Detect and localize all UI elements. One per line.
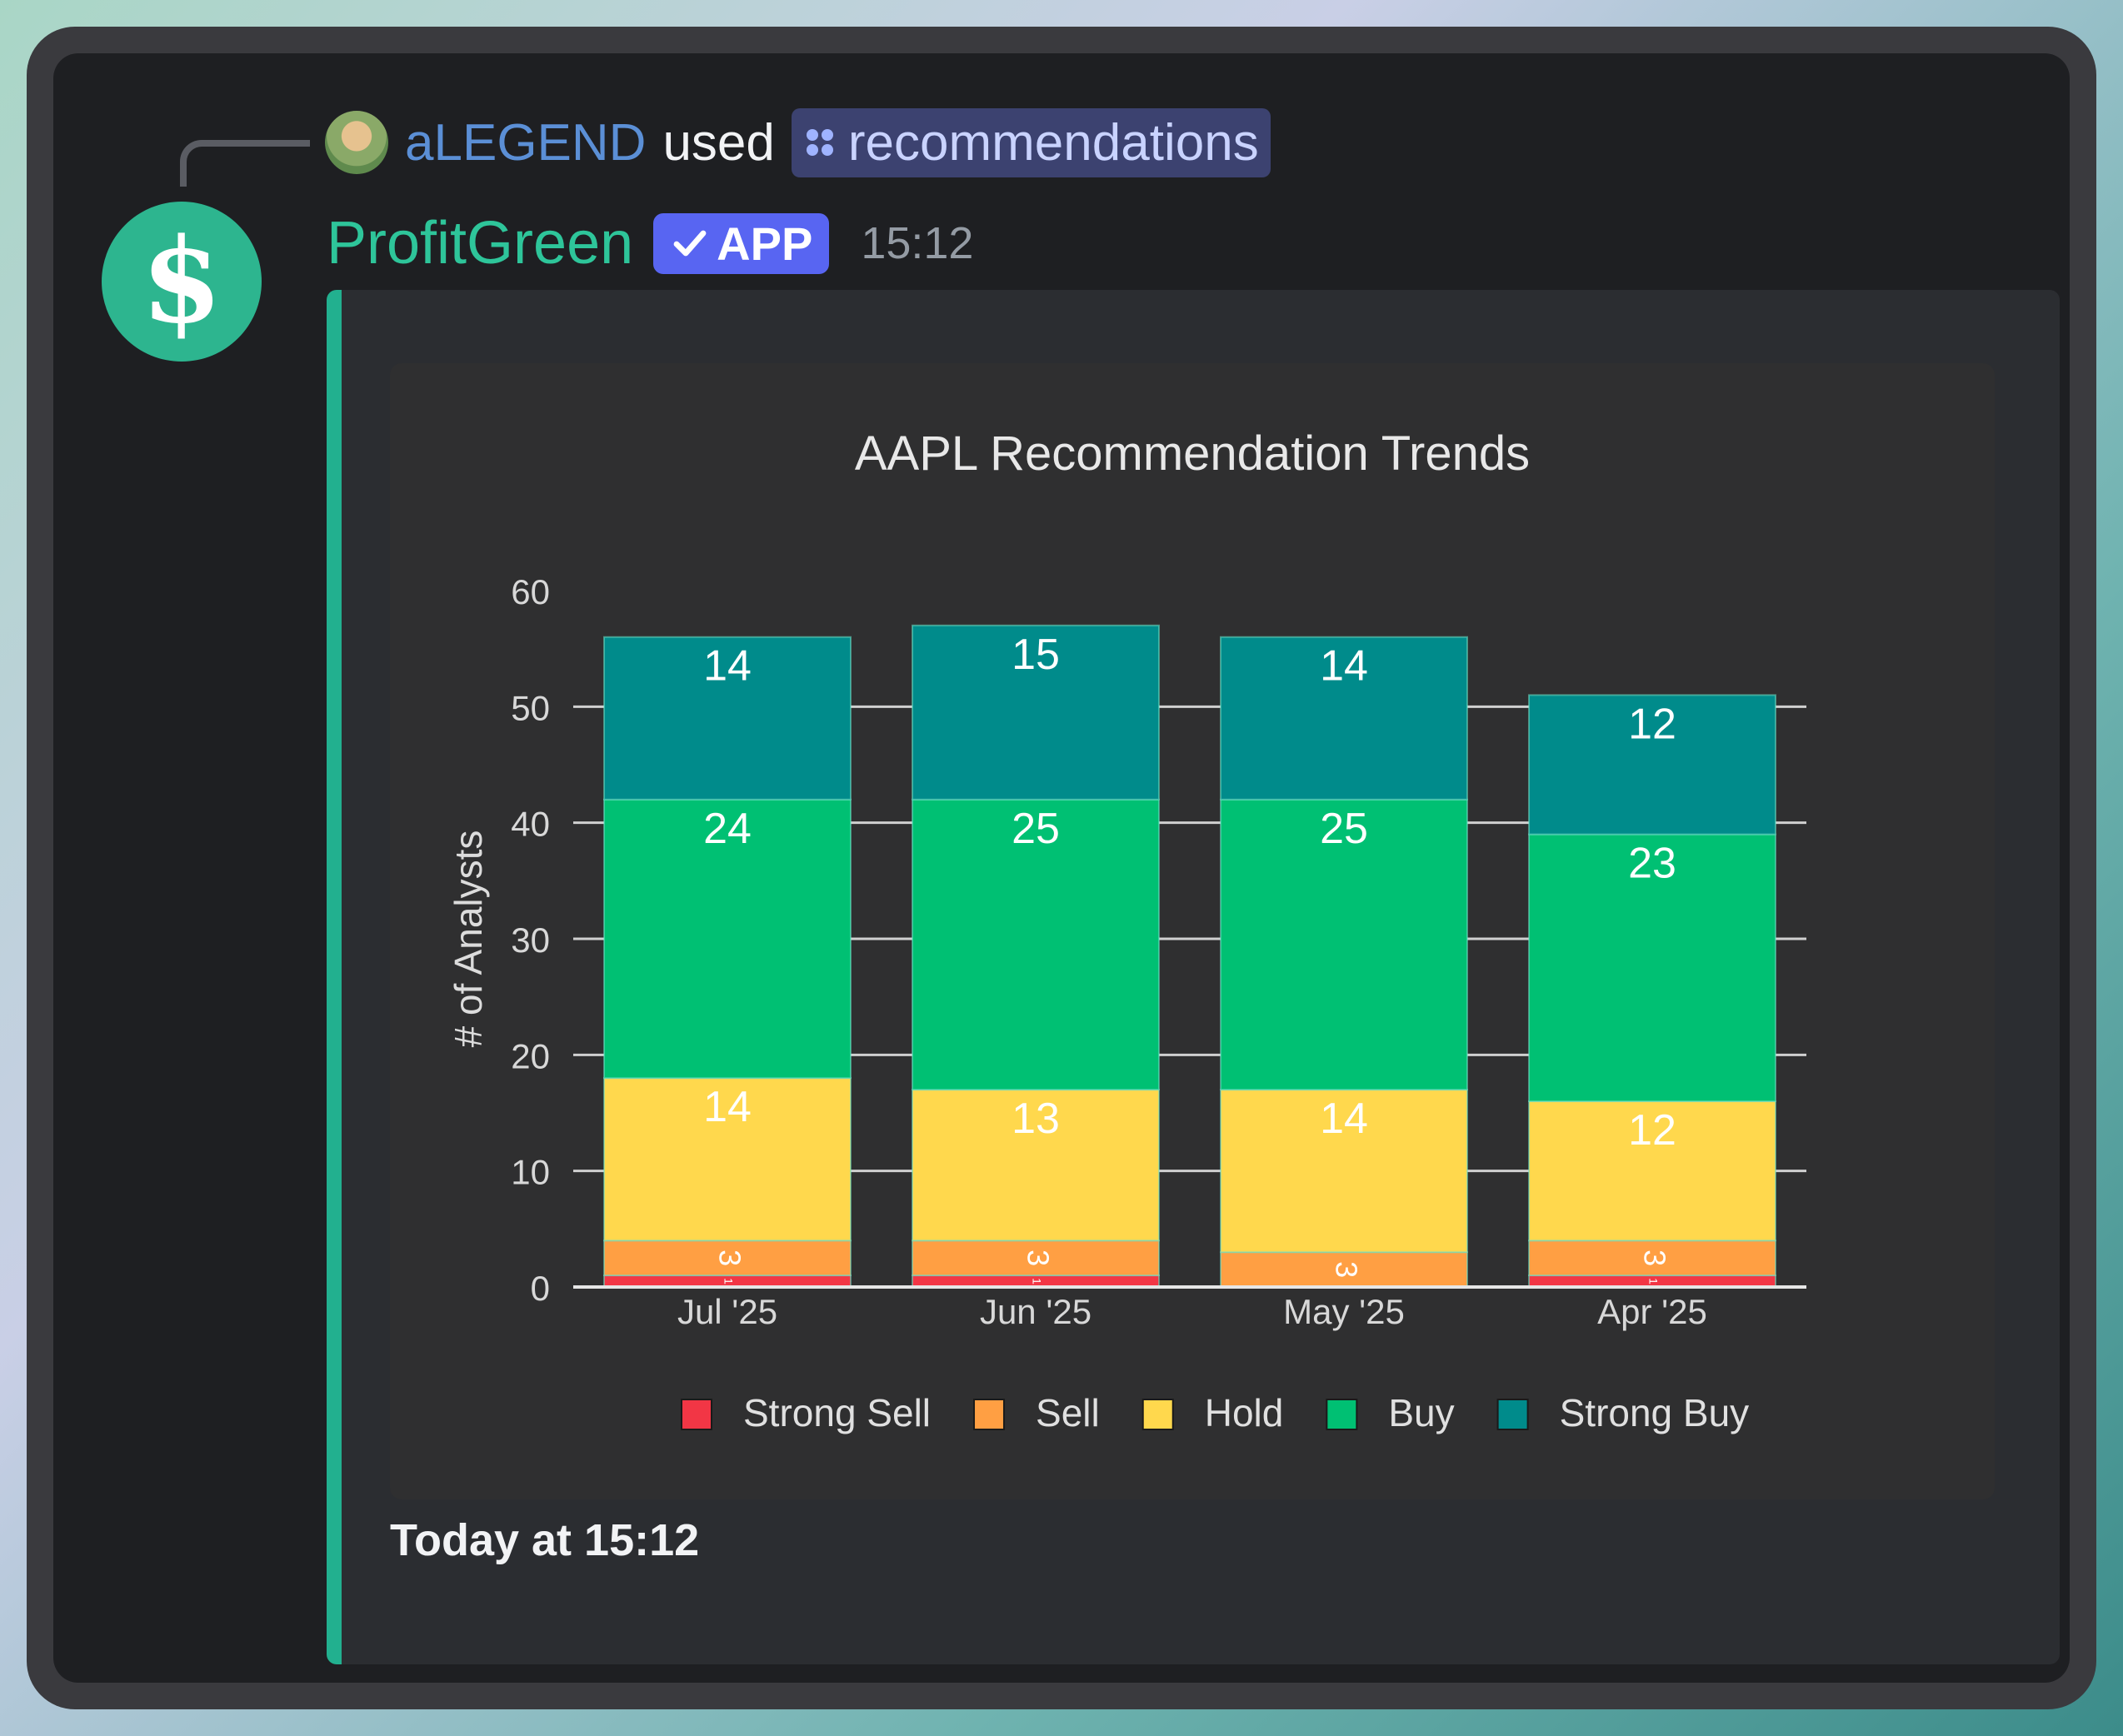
- data-label: 1: [1646, 1278, 1660, 1285]
- legend-swatch: [1496, 1399, 1529, 1430]
- bar-segment: [1528, 1240, 1776, 1277]
- data-label: 12: [1628, 700, 1676, 748]
- data-label: 3: [1329, 1261, 1363, 1278]
- message-header: ProfitGreen APP 15:12: [327, 202, 973, 285]
- y-tick-label: 30: [511, 920, 550, 960]
- reply-connector: [180, 140, 310, 187]
- embed: AAPL Recommendation Trends # of Analysts 0…: [327, 290, 2060, 1664]
- data-label: 24: [703, 805, 752, 853]
- x-tick-label: Apr '25: [1597, 1292, 1707, 1331]
- data-label: 23: [1628, 840, 1676, 888]
- data-label: 25: [1320, 805, 1368, 853]
- bar-segment: [603, 798, 852, 1080]
- legend-swatch: [1326, 1399, 1358, 1430]
- data-label: 1: [1030, 1278, 1043, 1285]
- invoking-user[interactable]: aLEGEND: [405, 113, 647, 172]
- user-avatar[interactable]: [325, 111, 388, 174]
- bar-segment: [1220, 798, 1468, 1091]
- chat-window: aLEGEND used recommendations $ ProfitGre…: [53, 53, 2070, 1683]
- data-label: 25: [1012, 805, 1060, 853]
- check-icon: [673, 230, 707, 257]
- dollar-icon: $: [141, 213, 222, 350]
- chart-image[interactable]: AAPL Recommendation Trends # of Analysts 0…: [390, 363, 1995, 1499]
- app-badge-label: APP: [717, 217, 813, 270]
- data-label: 3: [712, 1250, 747, 1266]
- data-label: 3: [1637, 1250, 1671, 1266]
- bar-segment: [912, 624, 1160, 801]
- embed-footer: Today at 15:12: [390, 1515, 700, 1565]
- legend-label: Sell: [1036, 1391, 1100, 1434]
- bar-segment: [1220, 636, 1468, 801]
- data-label: 3: [1021, 1250, 1055, 1266]
- legend-swatch: [681, 1399, 712, 1430]
- legend-swatch: [1141, 1399, 1174, 1430]
- data-label: 15: [1012, 631, 1060, 679]
- legend-label: Buy: [1388, 1391, 1454, 1434]
- data-label: 14: [703, 1083, 752, 1131]
- data-label: 14: [1320, 642, 1368, 691]
- data-label: 13: [1012, 1095, 1060, 1143]
- legend-label: Strong Sell: [743, 1391, 931, 1434]
- window-frame: aLEGEND used recommendations $ ProfitGre…: [27, 27, 2096, 1709]
- command-reference[interactable]: aLEGEND used recommendations: [325, 107, 1271, 178]
- bar-segment: [1528, 694, 1776, 836]
- data-label: 14: [703, 642, 752, 691]
- y-tick-label: 60: [511, 572, 550, 611]
- bar-segment: [603, 1077, 852, 1242]
- data-label: 14: [1320, 1095, 1368, 1143]
- y-tick-label: 0: [531, 1269, 550, 1308]
- chart-title: AAPL Recommendation Trends: [855, 427, 1530, 481]
- command-chip[interactable]: recommendations: [791, 107, 1271, 177]
- data-label: 1: [722, 1278, 735, 1285]
- bar-segment: [1528, 833, 1776, 1103]
- y-axis-label: # of Analysts: [447, 831, 490, 1048]
- message-timestamp[interactable]: 15:12: [861, 218, 974, 268]
- bot-name[interactable]: ProfitGreen: [327, 210, 634, 277]
- slash-command-icon: [803, 126, 837, 159]
- x-tick-label: Jul '25: [677, 1292, 777, 1331]
- bot-avatar[interactable]: $: [102, 202, 262, 362]
- y-tick-label: 10: [511, 1153, 550, 1192]
- legend-swatch: [973, 1399, 1006, 1430]
- bar-segment: [1528, 1100, 1776, 1242]
- used-label: used: [662, 113, 775, 172]
- y-tick-label: 40: [511, 805, 550, 844]
- x-tick-label: May '25: [1283, 1292, 1405, 1331]
- bar-segment: [603, 636, 852, 801]
- legend-label: Hold: [1205, 1391, 1284, 1434]
- command-name: recommendations: [847, 113, 1259, 172]
- legend-label: Strong Buy: [1560, 1391, 1750, 1434]
- bar-segment: [1220, 1089, 1468, 1254]
- bar-segment: [912, 1240, 1160, 1277]
- y-tick-label: 20: [511, 1036, 550, 1075]
- bar-segment: [912, 798, 1160, 1091]
- chart: AAPL Recommendation Trends # of Analysts 0…: [447, 427, 1806, 1434]
- x-tick-label: Jun '25: [980, 1292, 1091, 1331]
- app-badge: APP: [653, 212, 830, 274]
- bar-segment: [603, 1240, 852, 1277]
- y-tick-label: 50: [511, 688, 550, 727]
- data-label: 12: [1628, 1106, 1676, 1155]
